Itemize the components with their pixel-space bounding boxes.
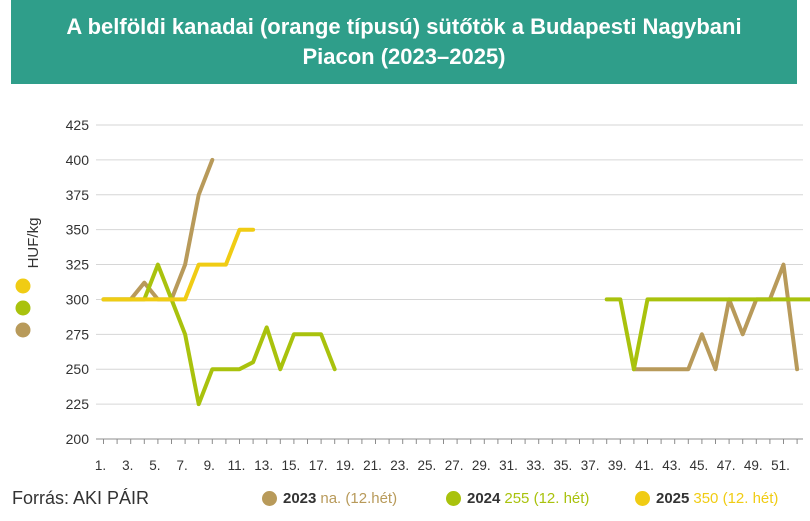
- legend-item-2025: 2025 350 (12. hét): [635, 490, 778, 507]
- legend-item-2023: 2023 na. (12.hét): [262, 490, 397, 507]
- x-tick-label: 41.: [635, 458, 654, 473]
- side-legend-dot-2025: [15, 278, 31, 294]
- x-tick-label: 33.: [526, 458, 545, 473]
- x-tick-label: 51.: [771, 458, 790, 473]
- x-tick-label: 15.: [282, 458, 301, 473]
- legend-year-2024: 2024: [467, 490, 501, 507]
- y-tick-label: 200: [66, 431, 90, 447]
- legend-side-dots: [15, 278, 31, 338]
- y-axis-ticks: 200 225 250 275 300 325 350 375 400 425: [66, 117, 90, 447]
- legend-note-2025: 350 (12. hét): [693, 490, 779, 507]
- side-legend-dot-2024: [15, 300, 31, 316]
- series-line-2025: [101, 227, 256, 302]
- y-tick-label: 225: [66, 396, 90, 412]
- y-tick-label: 325: [66, 257, 90, 273]
- source-note: Forrás: AKI PÁIR: [12, 488, 150, 508]
- series-line-2023: [631, 262, 800, 372]
- x-tick-label: 35.: [554, 458, 573, 473]
- x-tick-label: 31.: [499, 458, 518, 473]
- legend-note-2023: na. (12.hét): [320, 490, 398, 507]
- legend-year-2023: 2023: [283, 490, 317, 507]
- x-tick-label: 9.: [204, 458, 215, 473]
- x-tick-label: 25.: [418, 458, 437, 473]
- legend-dot-2023: [262, 491, 277, 506]
- x-axis-ticks: 1. 3. 5. 7. 9. 11. 13. 15. 17. 19. 21. 23. 25. 27. 29.…: [95, 458, 790, 473]
- x-tick-label: 43.: [662, 458, 681, 473]
- x-tick-label: 49.: [744, 458, 763, 473]
- x-tick-label: 11.: [228, 458, 246, 473]
- x-tick-label: 37.: [581, 458, 600, 473]
- legend-year-2025: 2025: [656, 490, 690, 507]
- y-tick-label: 275: [66, 326, 90, 342]
- x-tick-label: 19.: [336, 458, 355, 473]
- y-tick-label: 250: [66, 361, 90, 377]
- y-tick-label: 350: [66, 222, 90, 238]
- x-tick-label: 45.: [690, 458, 709, 473]
- x-tick-label: 29.: [472, 458, 491, 473]
- side-legend-dot-2023: [15, 322, 31, 338]
- y-axis-label: HUF/kg: [25, 218, 42, 269]
- x-tick-label: 3.: [122, 458, 133, 473]
- x-tick-label: 13.: [254, 458, 273, 473]
- y-tick-label: 300: [66, 291, 90, 307]
- legend-note-2024: 255 (12. hét): [504, 490, 590, 507]
- x-tick-label: 27.: [445, 458, 464, 473]
- y-tick-label: 375: [66, 187, 90, 203]
- legend-dot-2024: [446, 491, 461, 506]
- legend-dot-2025: [635, 491, 650, 506]
- x-tick-label: 23.: [390, 458, 409, 473]
- x-tick-label: 21.: [363, 458, 382, 473]
- x-tick-label: 7.: [176, 458, 187, 473]
- x-tick-label: 47.: [717, 458, 736, 473]
- series-line-2024: [604, 297, 810, 372]
- x-tick-label: 39.: [608, 458, 627, 473]
- x-tick-label: 5.: [149, 458, 160, 473]
- y-tick-label: 400: [66, 152, 90, 168]
- x-tick-label: 1.: [95, 458, 106, 473]
- x-tick-label: 17.: [309, 458, 328, 473]
- chart-title: A belföldi kanadai (orange típusú) sütőt…: [11, 0, 797, 84]
- legend-item-2024: 2024 255 (12. hét): [446, 490, 589, 507]
- series-lines: [101, 157, 810, 407]
- y-tick-label: 425: [66, 117, 90, 133]
